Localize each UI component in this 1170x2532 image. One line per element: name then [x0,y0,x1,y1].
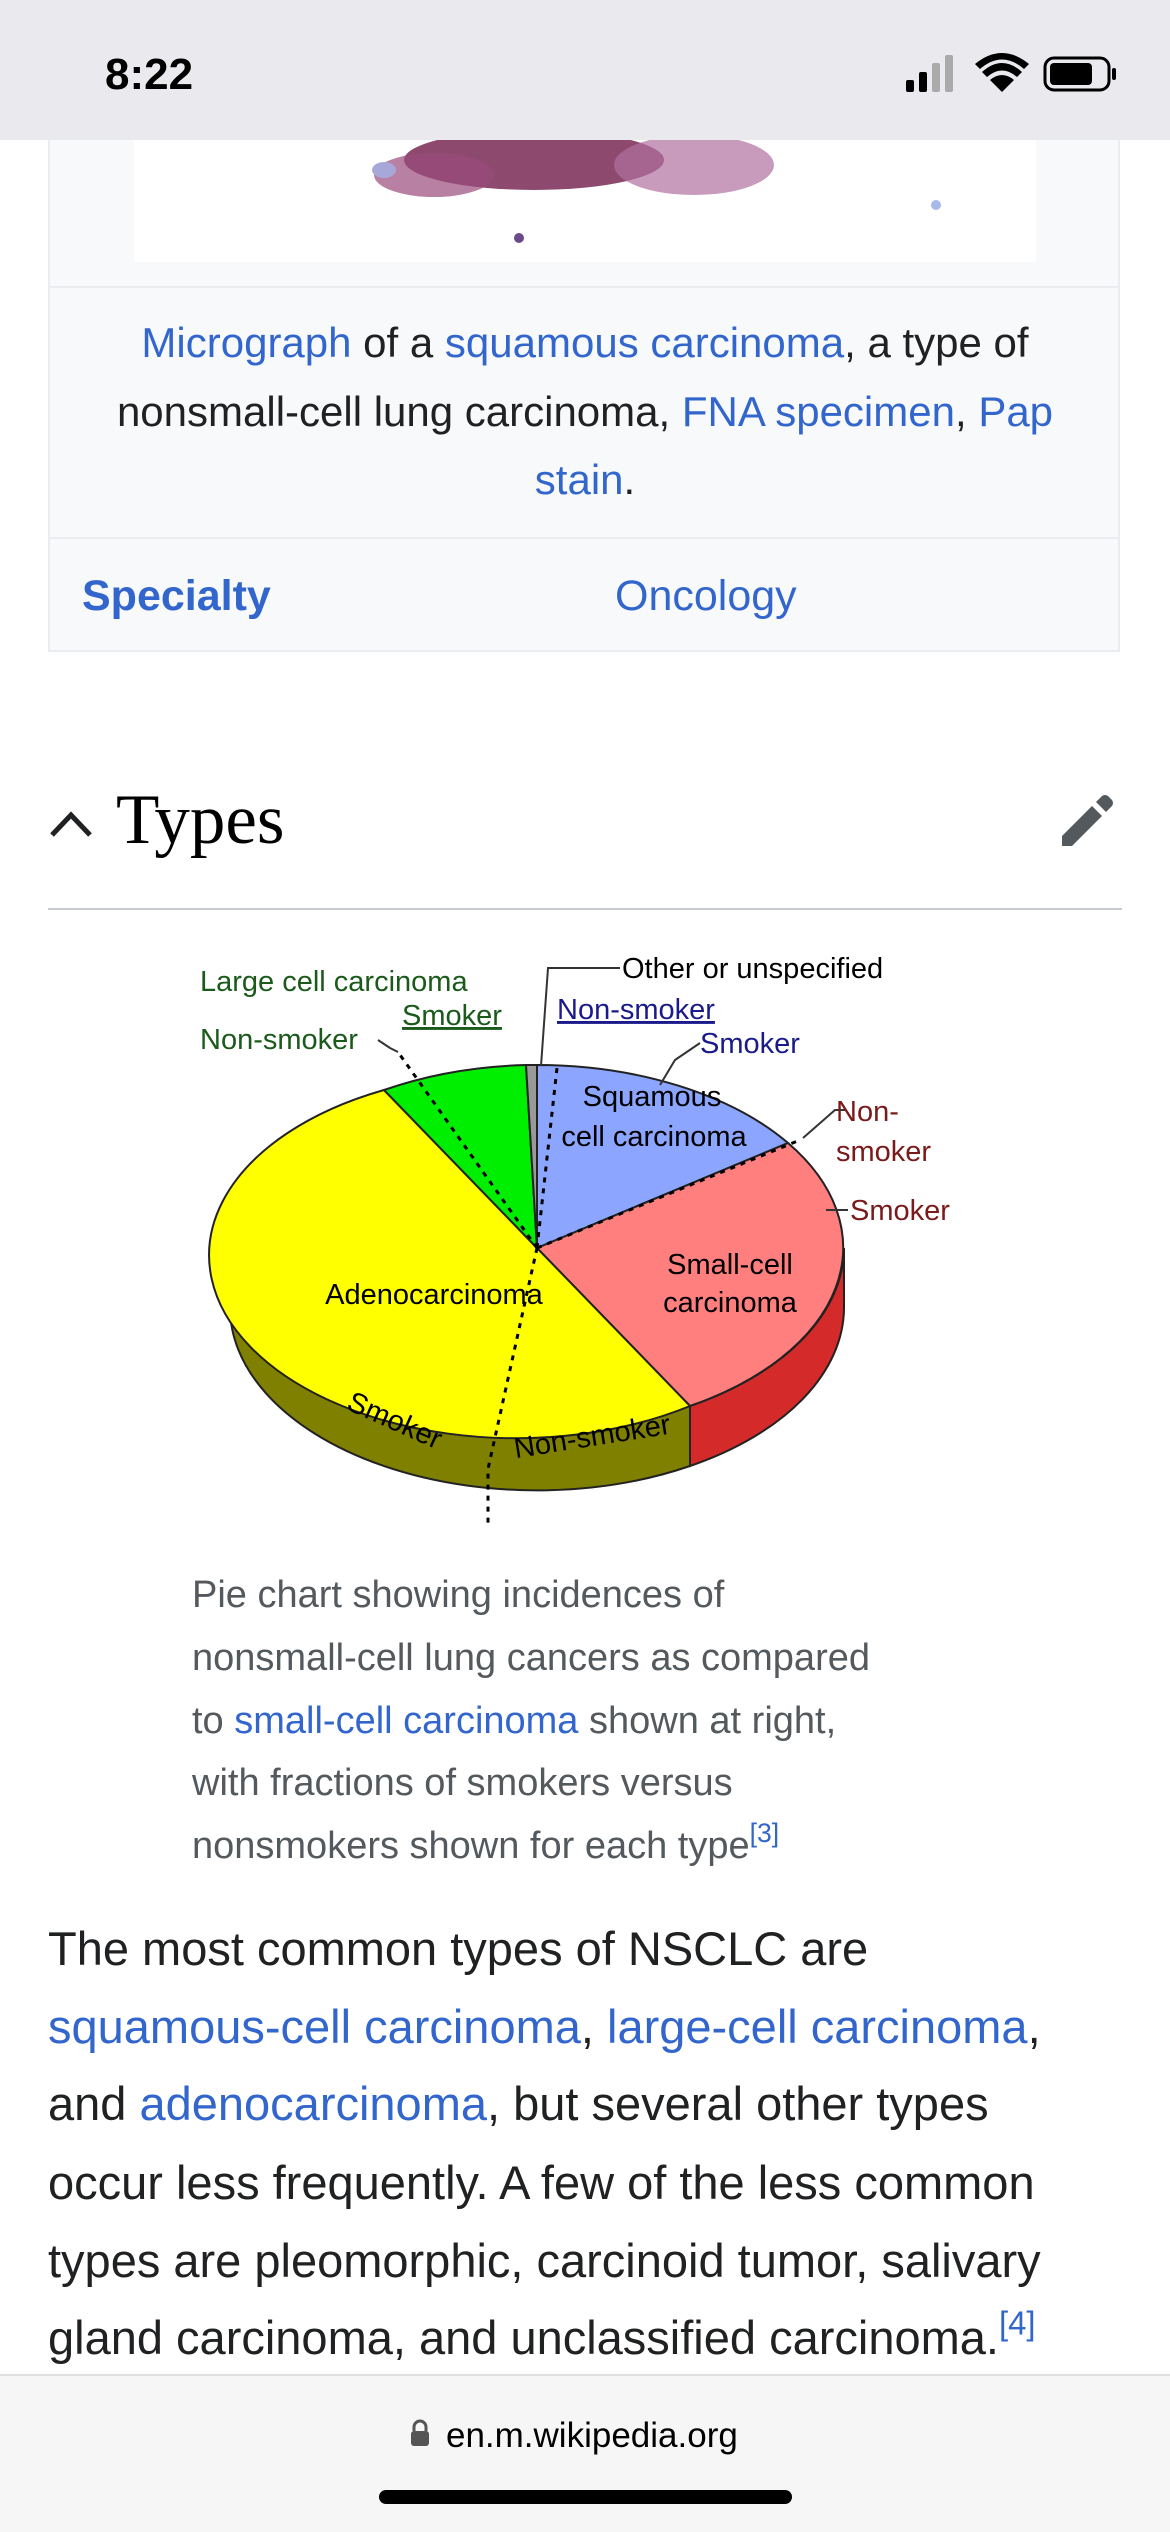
chart-label: Non- [836,1096,899,1128]
chart-label: Adenocarcinoma [325,1279,543,1311]
link[interactable]: squamous-cell carcinoma [48,2000,581,2053]
caption-line: stain. [48,459,1122,501]
text: , but several other types [486,2077,989,2130]
text: shown at right, [578,1700,837,1742]
chart-label: Smoker [850,1195,950,1227]
paragraph-line: types are pleomorphic, carcinoid tumor, … [48,2237,1041,2284]
divider [50,537,1120,539]
text: nonsmokers shown for each type [192,1825,750,1867]
status-bar [0,0,1170,140]
text: , [954,388,979,435]
micrograph-image[interactable] [134,140,1036,262]
chart-label: cell carcinoma [561,1121,747,1153]
text: occur less frequently. A few of the less… [48,2156,1035,2209]
text: , [580,2000,608,2053]
paragraph-line: squamous-cell carcinoma, large-cell carc… [48,2003,1041,2050]
caption-line: nonsmall-cell lung carcinoma, FNA specim… [48,391,1122,433]
figure-caption-line: nonsmokers shown for each type[3] [192,1820,779,1867]
chart-label: Smoker [402,1000,502,1032]
text: The most common types of NSCLC are [48,1922,869,1975]
link[interactable]: adenocarcinoma [139,2077,487,2130]
chart-label: Squamous [583,1081,722,1113]
paragraph-line: and adenocarcinoma, but several other ty… [48,2080,989,2127]
figure-caption-line: nonsmall-cell lung cancers as compared [192,1639,870,1677]
chart-label: Small-cell [667,1249,793,1281]
home-indicator [379,2490,792,2504]
paragraph-line: The most common types of NSCLC are [48,1925,868,1972]
paragraph-line: gland carcinoma, and unclassified carcin… [48,2306,1036,2364]
figure-caption-line: Pie chart showing incidences of [192,1576,724,1614]
text: nonsmall-cell lung carcinoma, [116,388,682,435]
link[interactable]: squamous carcinoma [444,319,845,366]
collapse-chevron[interactable] [48,805,94,841]
paragraph-line: occur less frequently. A few of the less… [48,2159,1035,2206]
text: and [48,2077,140,2130]
url[interactable]: en.m.wikipedia.org [446,2416,738,2455]
reference[interactable]: [3] [749,1818,780,1849]
figure-caption-line: with fractions of smokers versus [192,1764,733,1802]
chart-label: carcinoma [663,1287,798,1319]
text: gland carcinoma, and unclassified carcin… [48,2311,999,2364]
caption-line: Micrograph of a squamous carcinoma, a ty… [48,322,1122,364]
chart-label: Non-smoker [200,1024,358,1056]
link[interactable]: small-cell carcinoma [234,1700,579,1742]
edit-icon[interactable] [1058,792,1116,850]
chart-label: Large cell carcinoma [200,966,468,998]
text: to [192,1700,235,1742]
link[interactable]: stain [534,456,624,503]
chart-label: Other or unspecified [622,953,883,985]
specialty-value[interactable]: Oncology [615,572,797,620]
browser-bar [0,2374,1170,2532]
text: of a [351,319,445,366]
status-icons [906,53,1116,92]
chart-label: smoker [836,1136,931,1168]
link[interactable]: Pap [978,388,1054,435]
text: types are pleomorphic, carcinoid tumor, … [48,2234,1041,2287]
specialty-label[interactable]: Specialty [82,572,271,620]
text: , [1027,2000,1041,2053]
chart-label: Non-smoker [557,994,715,1026]
pie-chart-image: Large cell carcinoma Smoker Non-smoker O… [200,953,950,1528]
status-time: 8:22 [105,50,194,99]
chart-label: Smoker [700,1028,800,1060]
text: with fractions of smokers versus [192,1762,733,1804]
figure-caption-line: to small-cell carcinoma shown at right, [192,1702,836,1740]
text: Pie chart showing incidences of [192,1574,725,1616]
section-heading: Types [116,781,285,859]
reference[interactable]: [4] [998,2304,1036,2342]
link[interactable]: FNA specimen [681,388,955,435]
text: , a type of [844,319,1029,366]
lock-icon [411,2419,429,2446]
text: nonsmall-cell lung cancers as compared [192,1637,870,1679]
divider [50,286,1120,288]
text: . [623,456,636,503]
divider [48,908,1122,910]
link[interactable]: Micrograph [141,319,352,366]
link[interactable]: large-cell carcinoma [607,2000,1028,2053]
